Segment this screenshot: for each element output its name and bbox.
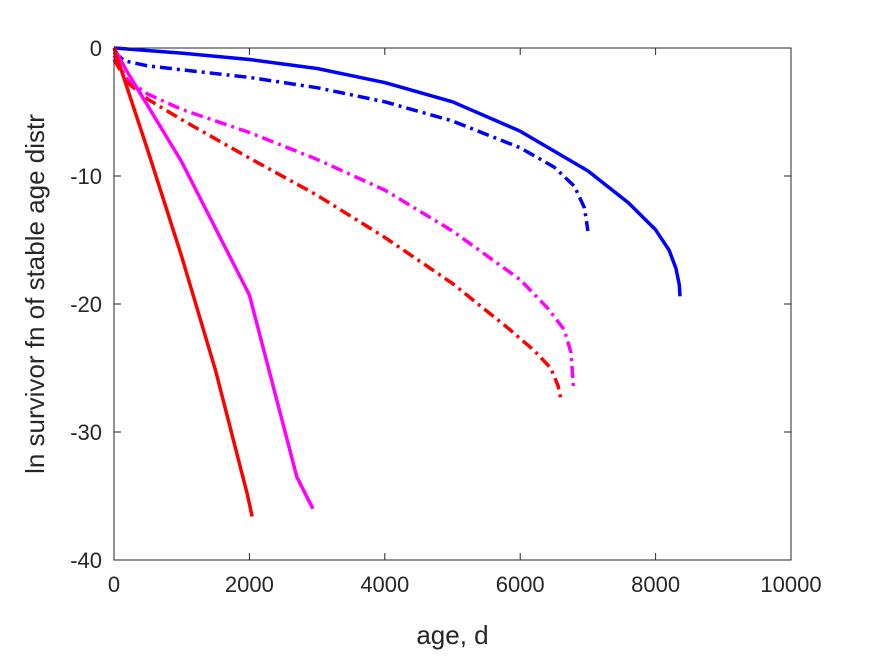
x-tick-label: 6000	[496, 572, 545, 597]
x-tick-label: 10000	[760, 572, 821, 597]
series-line-2	[112, 50, 590, 232]
y-tick-label: 0	[90, 36, 102, 61]
y-tick-label: -20	[70, 292, 102, 317]
series-line-3	[112, 54, 576, 392]
y-axis-label: ln survivor fn of stable age distr	[20, 114, 50, 474]
series-layer	[112, 46, 682, 517]
series-line-5	[112, 47, 315, 510]
x-axis-label: age, d	[416, 620, 488, 650]
x-tick-label: 2000	[225, 572, 274, 597]
x-tick-label: 8000	[631, 572, 680, 597]
x-tick-label: 4000	[360, 572, 409, 597]
series-line-6	[112, 47, 254, 517]
series-line-4	[112, 58, 563, 400]
y-tick-label: -10	[70, 164, 102, 189]
tick-layer: 0 2000 4000 6000 8000 10000 0 -10 -20 -30 -40	[70, 36, 821, 597]
y-tick-label: -30	[70, 420, 102, 445]
plot-area	[114, 48, 791, 560]
y-tick-label: -40	[70, 548, 102, 573]
series-line-1	[113, 46, 682, 297]
x-tick-label: 0	[108, 572, 120, 597]
